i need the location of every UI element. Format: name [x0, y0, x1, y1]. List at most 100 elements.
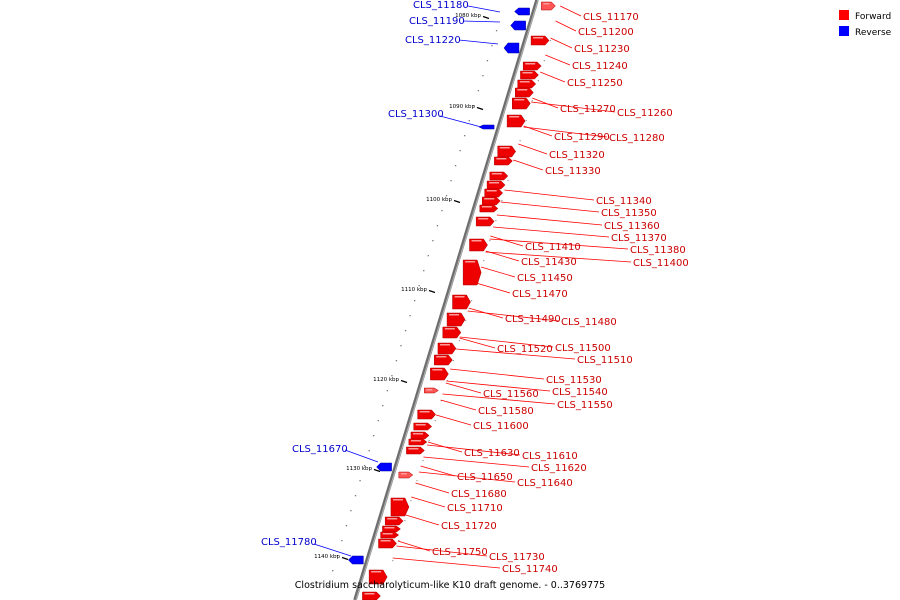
forward-label-leader — [405, 514, 440, 526]
forward-gene — [442, 326, 462, 339]
forward-gene-label: CLS_11320 — [549, 150, 605, 161]
forward-gene — [452, 294, 471, 310]
forward-label-leader — [456, 348, 576, 360]
forward-label-leader — [489, 238, 629, 250]
track-dot — [423, 270, 425, 272]
track-dot — [491, 45, 493, 47]
forward-gene-shine — [525, 63, 536, 65]
track-dot — [486, 60, 489, 62]
forward-gene — [390, 497, 410, 517]
forward-gene-shine — [486, 190, 497, 192]
forward-gene-label: CLS_11740 — [502, 564, 558, 575]
track-dot — [418, 285, 420, 287]
track-dot — [332, 570, 334, 572]
forward-gene-shine — [481, 206, 492, 208]
track-dot — [427, 255, 429, 257]
reverse-gene — [348, 555, 364, 565]
track-dot — [445, 195, 448, 197]
forward-gene-shine — [491, 173, 502, 175]
forward-gene-label: CLS_11270 — [560, 104, 616, 115]
forward-gene — [380, 531, 400, 539]
forward-label-leader — [540, 71, 566, 83]
forward-gene-shine — [419, 411, 430, 413]
track-dot — [473, 105, 475, 107]
scale-tick-label: 1130 kbp — [346, 466, 372, 472]
forward-gene-shine — [499, 147, 510, 149]
forward-gene — [382, 525, 401, 533]
forward-gene-label: CLS_11600 — [473, 421, 529, 432]
forward-gene-label: CLS_11450 — [517, 273, 573, 284]
scale-tick — [482, 15, 490, 20]
scale-tick — [428, 289, 436, 294]
forward-gene-label: CLS_11500 — [555, 343, 611, 354]
forward-gene-label: CLS_11680 — [451, 489, 507, 500]
forward-label-leader — [485, 251, 632, 263]
track-dot — [392, 560, 394, 562]
genome-backbone-highlight — [355, 0, 539, 600]
forward-label-leader — [411, 496, 446, 508]
forward-label-leader — [415, 482, 450, 494]
forward-gene-shine — [522, 72, 533, 74]
forward-gene — [462, 259, 482, 286]
forward-label-leader — [490, 235, 524, 247]
reverse-gene-label: CLS_11300 — [388, 109, 444, 120]
forward-gene-label: CLS_11340 — [596, 196, 652, 207]
forward-gene-label: CLS_11560 — [483, 389, 539, 400]
forward-gene — [469, 238, 488, 252]
forward-gene-label: CLS_11370 — [611, 233, 667, 244]
track-dot — [416, 480, 418, 482]
reverse-label-leader — [467, 5, 501, 13]
forward-gene-shine — [489, 182, 500, 184]
forward-label-leader — [518, 143, 548, 155]
track-dot — [395, 360, 398, 362]
track-dot — [495, 220, 497, 222]
reverse-gene — [478, 124, 495, 130]
forward-gene-shine — [454, 296, 465, 298]
forward-gene — [497, 145, 517, 158]
forward-gene-shine — [478, 218, 489, 220]
track-dot — [377, 420, 379, 422]
reverse-gene-label: CLS_11220 — [405, 35, 461, 46]
forward-label-leader — [555, 20, 577, 32]
forward-gene — [512, 97, 531, 110]
forward-gene-shine — [514, 99, 525, 101]
track-dot — [531, 100, 533, 102]
forward-gene — [506, 114, 526, 128]
forward-label-leader — [532, 97, 559, 109]
track-dot — [482, 75, 484, 77]
forward-gene — [398, 471, 414, 479]
forward-gene-label: CLS_11280 — [609, 133, 665, 144]
forward-label-leader — [531, 101, 616, 113]
forward-gene-shine — [471, 240, 482, 242]
forward-gene-shine — [412, 433, 423, 435]
forward-gene-shine — [408, 448, 419, 450]
forward-gene-shine — [380, 540, 391, 542]
forward-label-leader — [545, 54, 571, 66]
forward-gene — [408, 438, 428, 446]
track-dot — [391, 375, 393, 377]
legend: Forward Reverse — [839, 10, 892, 38]
track-dot — [464, 320, 467, 322]
reverse-gene — [376, 462, 392, 472]
forward-gene-label: CLS_11380 — [630, 245, 686, 256]
track-dot — [459, 150, 461, 152]
forward-gene — [368, 569, 388, 585]
reverse-gene-label: CLS_11190 — [409, 16, 465, 27]
track-dot — [428, 440, 430, 442]
track-dot — [359, 480, 361, 482]
forward-label-leader — [459, 336, 554, 348]
track-dot — [434, 420, 436, 422]
track-dot — [507, 180, 509, 182]
forward-gene-label: CLS_11470 — [512, 289, 568, 300]
forward-gene — [430, 367, 449, 381]
forward-gene — [446, 312, 466, 327]
forward-label-leader — [418, 471, 516, 483]
track-dot — [422, 460, 424, 462]
scale-tick-label: 1090 kbp — [449, 104, 475, 110]
forward-gene-shine — [496, 158, 507, 160]
forward-label-leader — [467, 310, 560, 322]
forward-gene-label: CLS_11240 — [572, 61, 628, 72]
track-dot — [483, 260, 485, 262]
track-dot — [495, 30, 498, 32]
